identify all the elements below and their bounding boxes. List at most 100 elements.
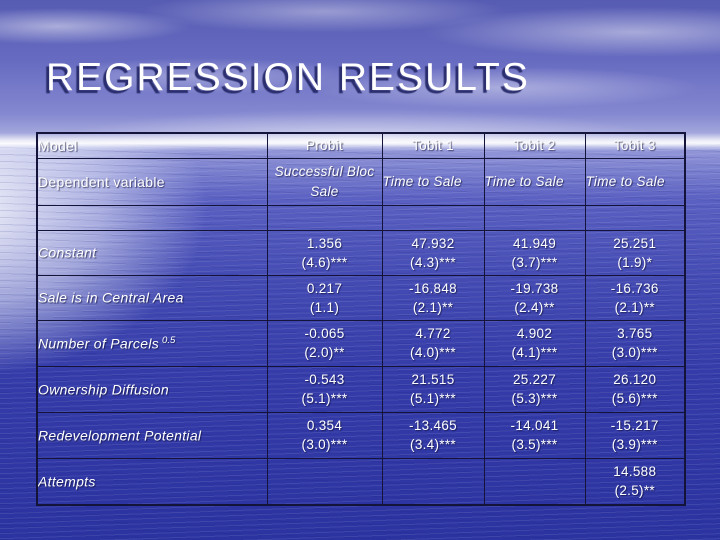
slide-title: REGRESSION RESULTS	[46, 56, 530, 99]
row-label: Sale is in Central Area	[36, 274, 268, 321]
value-cell: -16.848 (2.1)**	[381, 274, 485, 321]
value-cell	[266, 457, 383, 506]
row-label-text: Attempts	[38, 473, 96, 490]
row-label-text: Sale is in Central Area	[38, 289, 184, 306]
column-header-tobit2: Tobit 2	[483, 132, 586, 159]
t-statistic: (4.6)***	[301, 254, 348, 270]
coefficient: 41.949	[512, 235, 557, 251]
value-cell: 4.902 (4.1)***	[483, 319, 586, 367]
coefficient: 47.932	[411, 235, 455, 251]
coefficient: -13.465	[409, 418, 457, 433]
row-label-superscript: 0.5	[162, 334, 176, 346]
t-statistic: (2.4)**	[514, 299, 555, 315]
t-statistic: (5.6)***	[611, 391, 658, 406]
value-cell: -15.217 (3.9)***	[584, 411, 686, 459]
coefficient: 26.120	[613, 372, 657, 387]
coefficient: 0.354	[306, 418, 343, 433]
t-statistic: (4.0)***	[410, 345, 456, 360]
t-statistic: (1.9)*	[617, 254, 653, 270]
coefficient: -14.041	[510, 418, 559, 433]
dependent-value-tobit1: Time to Sale	[381, 157, 485, 206]
table-row-attempts: Attempts 14.588 (2.5)**	[36, 457, 686, 506]
empty-cell	[266, 204, 383, 231]
column-header-tobit1: Tobit 1	[381, 132, 485, 159]
value-cell: -13.465 (3.4)***	[381, 411, 485, 459]
value-cell: 4.772 (4.0)***	[381, 319, 485, 367]
coefficient: -15.217	[610, 418, 659, 433]
value-cell: 25.251 (1.9)*	[584, 229, 686, 276]
t-statistic: (2.0)**	[304, 345, 345, 360]
value-cell: 0.217 (1.1)	[266, 274, 383, 321]
row-label-dependent-variable: Dependent variable	[36, 157, 268, 206]
value-cell: 14.588 (2.5)**	[584, 457, 686, 506]
dependent-value-tobit3: Time to Sale	[584, 157, 686, 206]
t-statistic: (3.9)***	[611, 437, 658, 452]
value-cell	[381, 457, 485, 506]
empty-cell	[584, 204, 686, 231]
t-statistic: (3.0)***	[611, 345, 658, 360]
coefficient: 25.227	[512, 372, 557, 387]
coefficient: 14.588	[613, 464, 657, 480]
coefficient: 4.902	[516, 326, 553, 341]
t-statistic: (4.3)***	[410, 254, 456, 270]
coefficient: 4.772	[415, 326, 451, 341]
value-cell	[483, 457, 586, 506]
value-cell: -0.543 (5.1)***	[266, 365, 383, 413]
spacer-row	[36, 204, 686, 231]
column-header-model: Model	[36, 132, 268, 159]
coefficient: -0.543	[304, 372, 345, 387]
column-header-tobit3: Tobit 3	[584, 132, 686, 159]
value-cell: 1.356 (4.6)***	[266, 229, 383, 276]
t-statistic: (1.1)	[309, 299, 340, 315]
row-label: Ownership Diffusion	[36, 365, 268, 413]
sky-background	[0, 0, 720, 146]
coefficient: 3.765	[617, 326, 653, 341]
dependent-variable-row: Dependent variable Successful Bloc Sale …	[36, 157, 686, 206]
table-row-ownership: Ownership Diffusion -0.543 (5.1)*** 21.51…	[36, 365, 686, 413]
empty-cell	[483, 204, 586, 231]
row-label-text: Ownership Diffusion	[38, 381, 169, 398]
t-statistic: (3.0)***	[301, 437, 348, 452]
column-header-probit: Probit	[266, 132, 383, 159]
table-row-parcels: Number of Parcels 0.5 -0.065 (2.0)** 4.772…	[36, 319, 686, 367]
table-row-constant: Constant 1.356 (4.6)*** 47.932 (4.3)*** 41…	[36, 229, 686, 276]
coefficient: -0.065	[304, 326, 345, 341]
dependent-value-tobit2: Time to Sale	[483, 157, 586, 206]
row-label: Attempts	[36, 457, 268, 506]
empty-cell	[381, 204, 485, 231]
value-cell: 47.932 (4.3)***	[381, 229, 485, 276]
row-label-text: Constant	[38, 244, 97, 261]
coefficient: 21.515	[411, 372, 455, 387]
value-cell: 41.949 (3.7)***	[483, 229, 586, 276]
t-statistic: (2.1)**	[614, 299, 655, 315]
table-row-redevelopment: Redevelopment Potential 0.354 (3.0)*** -1…	[36, 411, 686, 459]
coefficient: 1.356	[306, 235, 343, 251]
value-cell: -19.738 (2.4)**	[483, 274, 586, 321]
coefficient: 0.217	[306, 280, 343, 296]
value-cell: 26.120 (5.6)***	[584, 365, 686, 413]
value-cell: 0.354 (3.0)***	[266, 411, 383, 459]
value-cell: -14.041 (3.5)***	[483, 411, 586, 459]
row-label: Number of Parcels 0.5	[36, 319, 268, 367]
t-statistic: (3.7)***	[511, 254, 558, 270]
regression-results-table: Model Probit Tobit 1 Tobit 2 Tobit 3 Dep…	[36, 132, 686, 506]
row-label: Constant	[36, 229, 268, 276]
row-label-text: Number of Parcels	[38, 335, 160, 352]
t-statistic: (5.1)***	[410, 391, 456, 406]
t-statistic: (5.1)***	[301, 391, 348, 406]
empty-cell	[36, 204, 268, 231]
coefficient: -16.848	[409, 280, 457, 296]
t-statistic: (2.5)**	[614, 483, 655, 499]
t-statistic: (5.3)***	[511, 391, 558, 406]
coefficient: -19.738	[510, 280, 559, 296]
t-statistic: (3.5)***	[511, 437, 558, 452]
value-cell: -0.065 (2.0)**	[266, 319, 383, 367]
table-header-row: Model Probit Tobit 1 Tobit 2 Tobit 3	[36, 132, 686, 159]
value-cell: -16.736 (2.1)**	[584, 274, 686, 321]
t-statistic: (3.4)***	[410, 437, 456, 452]
coefficient: -16.736	[610, 280, 659, 296]
coefficient: 25.251	[613, 235, 657, 251]
t-statistic: (4.1)***	[511, 345, 558, 360]
row-label: Redevelopment Potential	[36, 411, 268, 459]
